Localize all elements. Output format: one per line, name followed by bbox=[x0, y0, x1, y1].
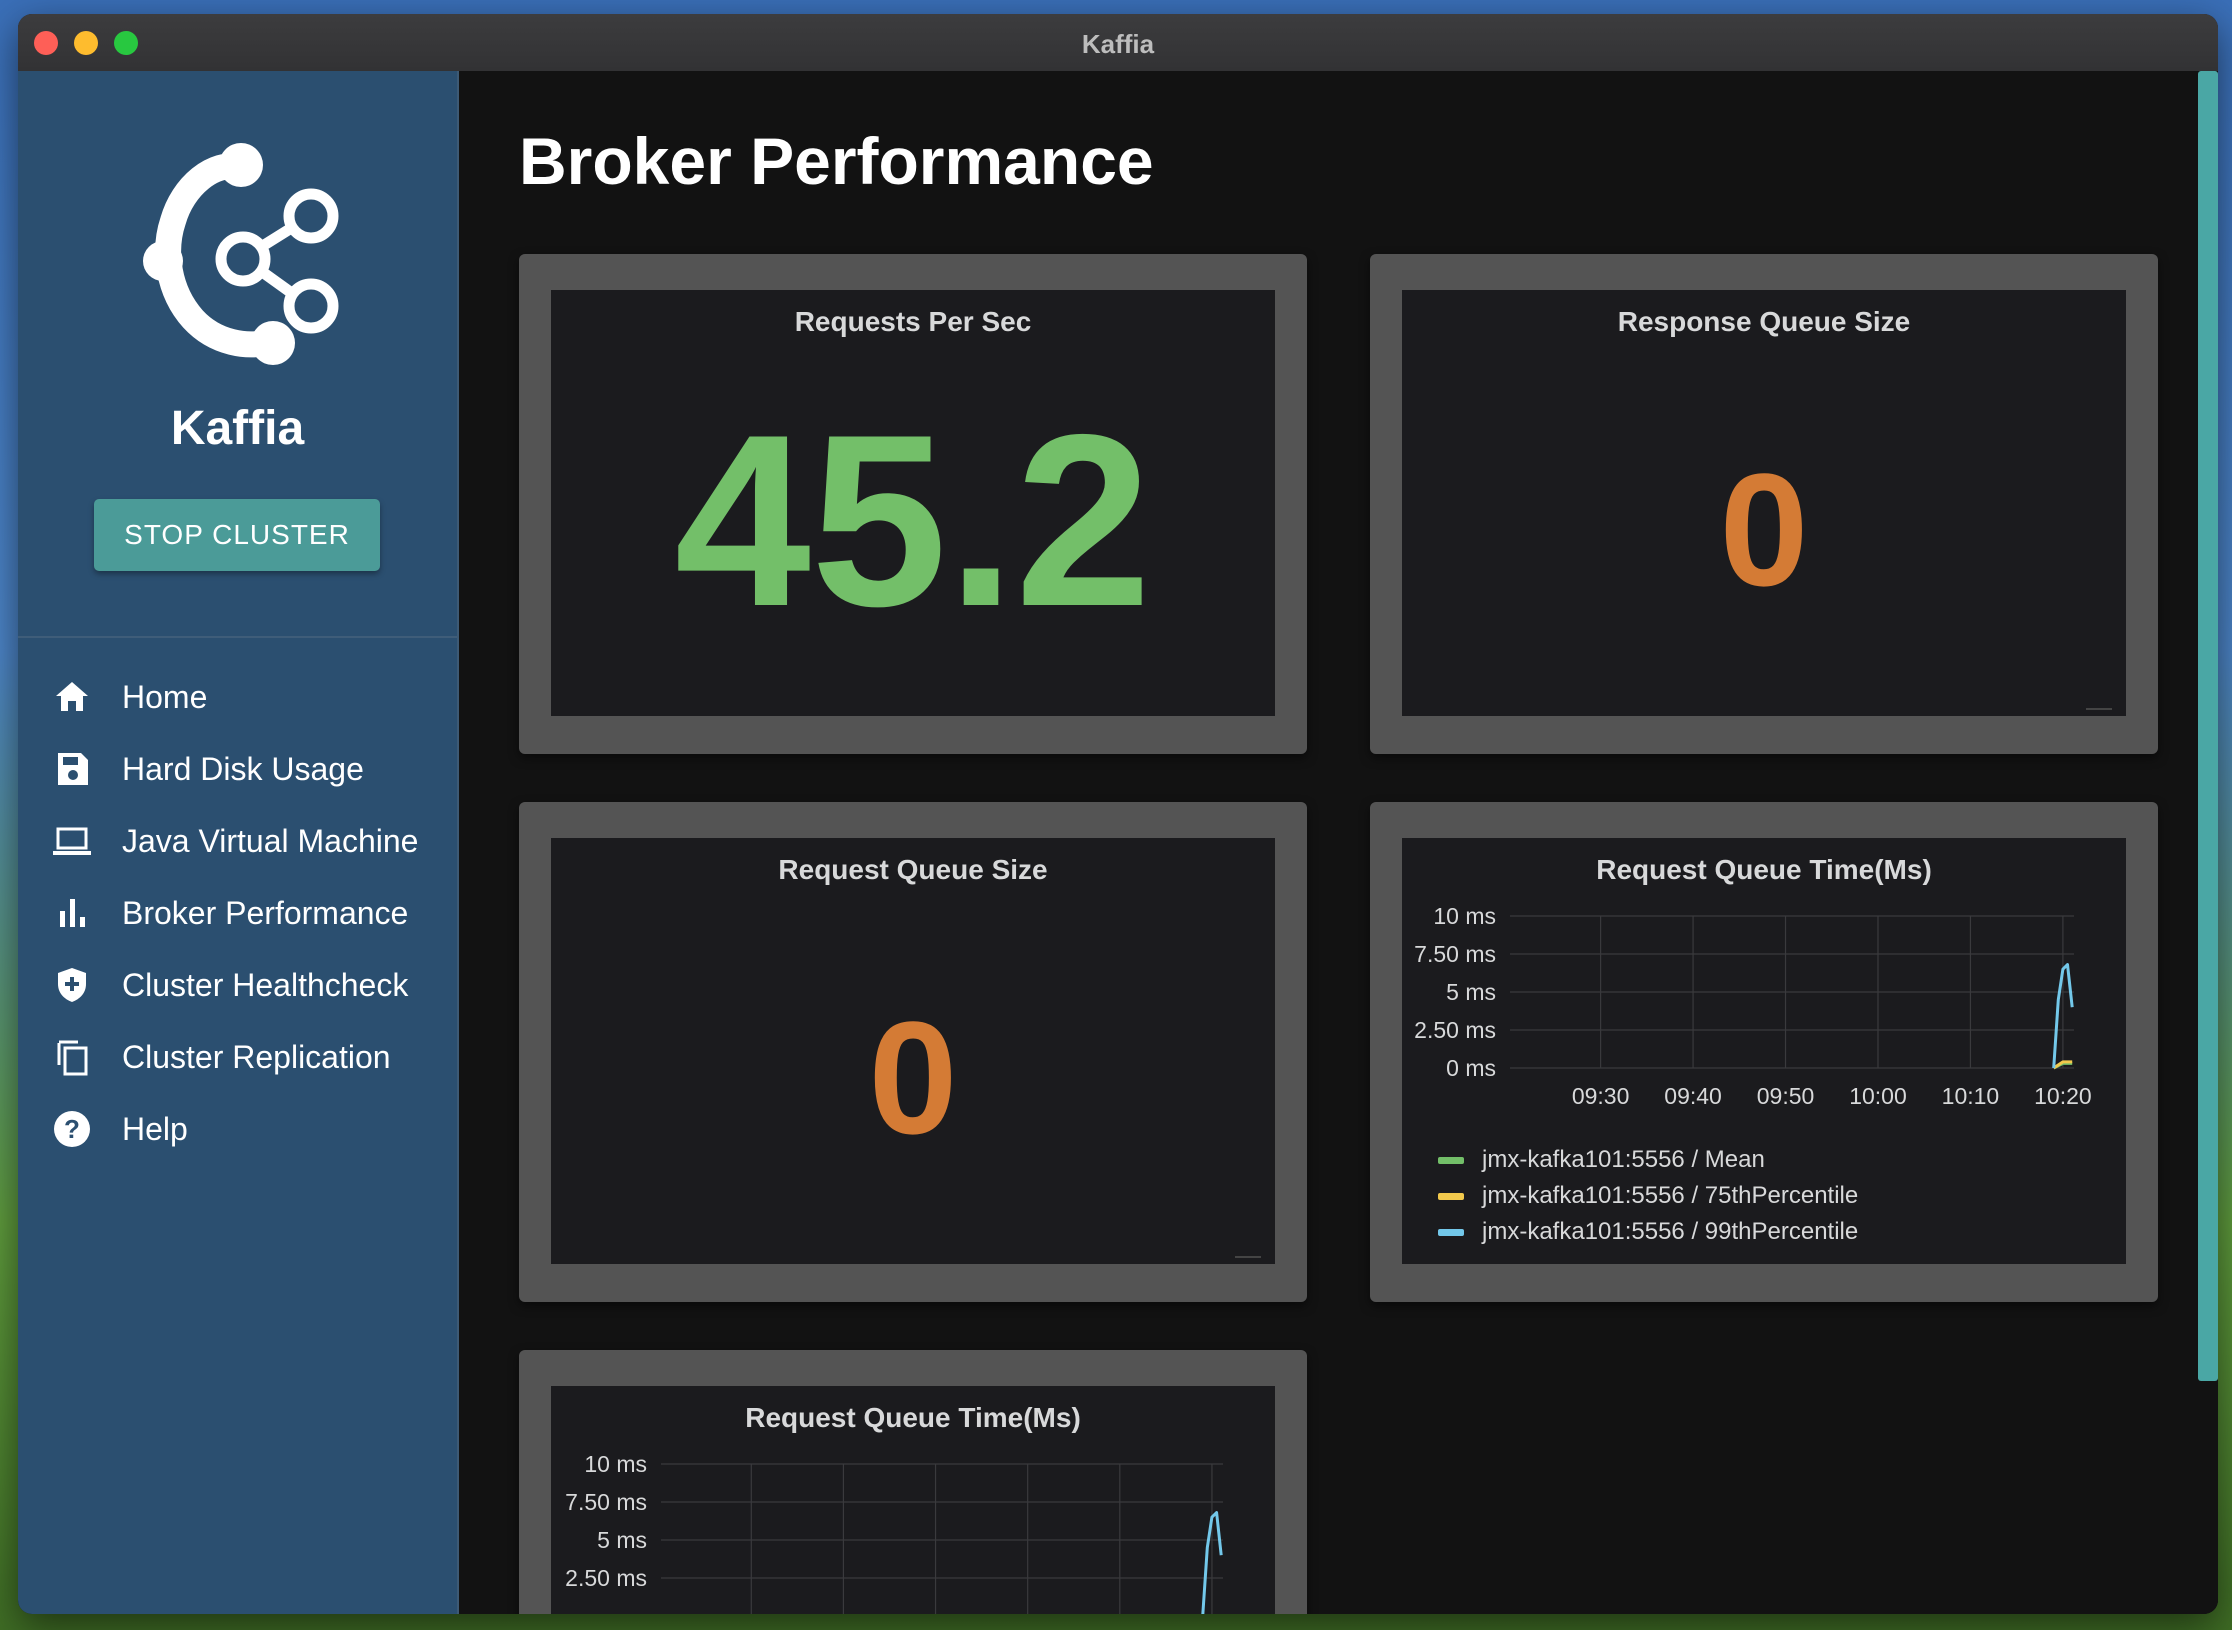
sidebar-item-broker-performance[interactable]: Broker Performance bbox=[18, 877, 457, 949]
request-queue-time-card-2: Request Queue Time(Ms) 10 ms 7.50 ms 5 ms 2… bbox=[519, 1350, 1307, 1614]
series-line bbox=[2052, 963, 2074, 1069]
panel-title: Request Queue Size bbox=[778, 854, 1048, 885]
series-line bbox=[2052, 1060, 2073, 1070]
help-icon: ? bbox=[54, 1111, 90, 1147]
sidebar-nav: Home Hard Disk Usage Java Virtual Machin… bbox=[18, 661, 457, 1165]
kaffia-logo-icon bbox=[143, 143, 339, 365]
legend-label: jmx-kafka101:5556 / 75thPercentile bbox=[1482, 1182, 1859, 1209]
sidebar-item-label: Cluster Healthcheck bbox=[122, 966, 409, 1003]
stop-cluster-button[interactable]: STOP CLUSTER bbox=[94, 499, 380, 571]
sidebar-item-label: Broker Performance bbox=[122, 894, 409, 931]
response-queue-size-card: Response Queue Size 0 bbox=[1370, 254, 2158, 754]
laptop-icon bbox=[53, 827, 91, 855]
legend-swatch bbox=[1438, 1156, 1464, 1164]
legend-label: jmx-kafka101:5556 / 99thPercentile bbox=[1482, 1218, 1859, 1245]
brand-name: Kaffia bbox=[170, 402, 305, 455]
close-window-button[interactable] bbox=[34, 31, 58, 55]
requests-per-sec-card: Requests Per Sec 45.2 bbox=[519, 254, 1307, 754]
svg-text:?: ? bbox=[64, 1114, 80, 1144]
y-tick-label: 5 ms bbox=[1446, 979, 1496, 1005]
save-icon bbox=[58, 753, 88, 785]
scrollbar-track[interactable] bbox=[2194, 71, 2218, 1614]
legend-swatch bbox=[1438, 1228, 1464, 1236]
legend-item[interactable]: jmx-kafka101:5556 / 75thPercentile bbox=[1438, 1178, 1858, 1214]
copy-icon bbox=[57, 1040, 88, 1076]
sidebar-item-cluster-healthcheck[interactable]: Cluster Healthcheck bbox=[18, 949, 457, 1021]
main-content: Broker Performance Requests Per Sec 45.2… bbox=[459, 71, 2218, 1614]
window-title: Kaffia bbox=[1081, 29, 1155, 59]
title-bar: Kaffia bbox=[18, 14, 2218, 72]
panel-title: Request Queue Time(Ms) bbox=[1596, 854, 1932, 885]
requests-per-sec-panel: Requests Per Sec 45.2 bbox=[551, 290, 1275, 716]
bar-chart-icon bbox=[60, 899, 85, 927]
x-tick-label: 10:10 bbox=[1942, 1083, 2000, 1109]
legend-item[interactable]: jmx-kafka101:5556 / 99thPercentile bbox=[1438, 1214, 1858, 1250]
sidebar: Kaffia STOP CLUSTER Home Hard Disk Usage bbox=[18, 71, 459, 1614]
request-queue-time-chart: 10 ms 7.50 ms 5 ms 2.50 ms 0 ms 09:30 09:40 09:… bbox=[1414, 908, 2092, 1109]
sidebar-item-home[interactable]: Home bbox=[18, 661, 457, 733]
zoom-window-button[interactable] bbox=[114, 31, 138, 55]
y-tick-label: 5 ms bbox=[597, 1527, 647, 1553]
sidebar-item-label: Java Virtual Machine bbox=[122, 822, 419, 859]
panel-resize-handle[interactable] bbox=[2086, 708, 2112, 710]
request-queue-time-panel: Request Queue Time(Ms) 10 ms 7.50 ms 5 ms 2… bbox=[1402, 838, 2126, 1264]
requests-per-sec-value: 45.2 bbox=[674, 383, 1152, 657]
sidebar-item-java-virtual-machine[interactable]: Java Virtual Machine bbox=[18, 805, 457, 877]
request-queue-time-panel-2: Request Queue Time(Ms) 10 ms 7.50 ms 5 ms 2… bbox=[551, 1386, 1275, 1614]
panel-title: Response Queue Size bbox=[1617, 306, 1911, 337]
y-tick-label: 10 ms bbox=[584, 1456, 647, 1477]
x-tick-label: 09:30 bbox=[1572, 1083, 1630, 1109]
y-tick-label: 2.50 ms bbox=[565, 1565, 647, 1591]
x-tick-label: 10:00 bbox=[1849, 1083, 1907, 1109]
sidebar-item-label: Help bbox=[122, 1110, 188, 1147]
app-window: Kaffia Kaffia STOP CLUSTER Home bbox=[18, 14, 2218, 1614]
sidebar-item-cluster-replication[interactable]: Cluster Replication bbox=[18, 1021, 457, 1093]
response-queue-size-panel: Response Queue Size 0 bbox=[1402, 290, 2126, 716]
request-queue-size-value: 0 bbox=[868, 988, 958, 1167]
request-queue-time-card: Request Queue Time(Ms) 10 ms 7.50 ms 5 ms 2… bbox=[1370, 802, 2158, 1302]
panel-title: Requests Per Sec bbox=[794, 306, 1032, 337]
scrollbar-thumb[interactable] bbox=[2198, 71, 2218, 1381]
request-queue-size-card: Request Queue Size 0 bbox=[519, 802, 1307, 1302]
sidebar-item-help[interactable]: ? Help bbox=[18, 1093, 457, 1165]
y-tick-label: 10 ms bbox=[1433, 908, 1496, 929]
y-tick-label: 7.50 ms bbox=[1414, 941, 1496, 967]
sidebar-item-hard-disk-usage[interactable]: Hard Disk Usage bbox=[18, 733, 457, 805]
request-queue-time-chart-2: 10 ms 7.50 ms 5 ms 2.50 ms bbox=[565, 1456, 1223, 1614]
sidebar-item-label: Hard Disk Usage bbox=[122, 750, 364, 787]
chart-legend: jmx-kafka101:5556 / Mean jmx-kafka101:555… bbox=[1438, 1142, 1858, 1250]
home-icon bbox=[56, 682, 88, 711]
panel-title: Request Queue Time(Ms) bbox=[745, 1402, 1081, 1433]
y-tick-label: 7.50 ms bbox=[565, 1489, 647, 1515]
sidebar-item-label: Cluster Replication bbox=[122, 1038, 391, 1075]
x-tick-label: 09:40 bbox=[1664, 1083, 1722, 1109]
page-title: Broker Performance bbox=[519, 124, 1154, 198]
series-line bbox=[1201, 1511, 1223, 1614]
minimize-window-button[interactable] bbox=[74, 31, 98, 55]
legend-swatch bbox=[1438, 1192, 1464, 1200]
request-queue-size-panel: Request Queue Size 0 bbox=[551, 838, 1275, 1264]
shield-plus-icon bbox=[58, 968, 86, 1002]
panel-resize-handle[interactable] bbox=[1235, 1256, 1261, 1258]
y-tick-label: 2.50 ms bbox=[1414, 1017, 1496, 1043]
x-tick-label: 09:50 bbox=[1757, 1083, 1815, 1109]
legend-item[interactable]: jmx-kafka101:5556 / Mean bbox=[1438, 1142, 1858, 1178]
x-tick-label: 10:20 bbox=[2034, 1083, 2092, 1109]
response-queue-size-value: 0 bbox=[1719, 440, 1809, 619]
legend-label: jmx-kafka101:5556 / Mean bbox=[1482, 1146, 1765, 1173]
sidebar-divider bbox=[18, 636, 457, 638]
y-tick-label: 0 ms bbox=[1446, 1055, 1496, 1081]
sidebar-item-label: Home bbox=[122, 678, 208, 715]
